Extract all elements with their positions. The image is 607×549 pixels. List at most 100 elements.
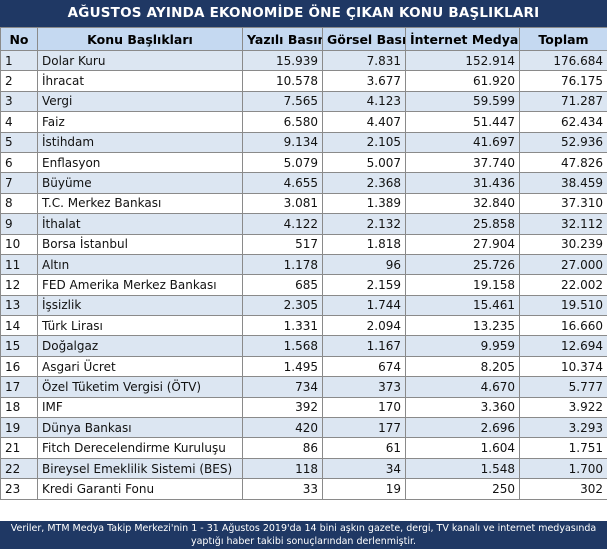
table-body: 1 Dolar Kuru 15.939 7.831 152.914 176.684 2 İhr… — [0, 49, 607, 500]
table-row: 14 Türk Lirası 1.331 2.094 13.235 16.660 — [0, 315, 607, 337]
table-row: 12 FED Amerika Merkez Bankası 685 2.159 19.1… — [0, 274, 607, 296]
table-row: 9 İthalat 4.122 2.132 25.858 32.112 — [0, 213, 607, 235]
count-cell: 15.939 — [242, 49, 323, 72]
topic-cell: Altın — [37, 253, 243, 276]
count-cell: 22.002 — [519, 274, 607, 296]
row-number: 4 — [0, 111, 38, 133]
count-cell: 517 — [242, 233, 323, 255]
count-cell: 4.407 — [322, 111, 406, 133]
count-cell: 6.580 — [242, 111, 323, 133]
count-cell: 27.904 — [405, 233, 520, 255]
count-cell: 16.660 — [519, 315, 607, 337]
row-number: 2 — [0, 70, 38, 92]
table-row: 22 Bireysel Emeklilik Sistemi (BES) 118 34 1… — [0, 457, 607, 480]
topic-cell: Faiz — [37, 111, 243, 133]
count-cell: 734 — [242, 376, 323, 398]
table-row: 1 Dolar Kuru 15.939 7.831 152.914 176.684 — [0, 49, 607, 72]
count-cell: 152.914 — [405, 49, 520, 72]
topic-cell: İstihdam — [37, 131, 243, 153]
topic-cell: Büyüme — [37, 172, 243, 194]
count-cell: 38.459 — [519, 172, 607, 194]
row-number: 5 — [0, 131, 38, 153]
topic-cell: Dolar Kuru — [37, 49, 243, 72]
count-cell: 1.700 — [519, 457, 607, 480]
table-row: 19 Dünya Bankası 420 177 2.696 3.293 — [0, 417, 607, 439]
row-number: 15 — [0, 335, 38, 357]
table-row: 3 Vergi 7.565 4.123 59.599 71.287 — [0, 90, 607, 113]
table-row: 21 Fitch Derecelendirme Kuruluşu 86 61 1.604… — [0, 437, 607, 459]
table-row: 6 Enflasyon 5.079 5.007 37.740 47.826 — [0, 151, 607, 174]
count-cell: 420 — [242, 417, 323, 439]
table-row: 7 Büyüme 4.655 2.368 31.436 38.459 — [0, 172, 607, 194]
column-header: Görsel Basın — [322, 27, 406, 51]
count-cell: 51.447 — [405, 111, 520, 133]
count-cell: 118 — [242, 457, 323, 480]
count-cell: 33 — [242, 478, 323, 500]
count-cell: 170 — [322, 396, 406, 419]
row-number: 12 — [0, 274, 38, 296]
count-cell: 2.696 — [405, 417, 520, 439]
column-header: Toplam — [519, 27, 607, 51]
count-cell: 3.677 — [322, 70, 406, 92]
topic-cell: İthalat — [37, 213, 243, 235]
table-row: 10 Borsa İstanbul 517 1.818 27.904 30.239 — [0, 233, 607, 255]
topic-cell: Kredi Garanti Fonu — [37, 478, 243, 500]
count-cell: 71.287 — [519, 90, 607, 113]
count-cell: 52.936 — [519, 131, 607, 153]
count-cell: 2.305 — [242, 294, 323, 317]
table-row: 5 İstihdam 9.134 2.105 41.697 52.936 — [0, 131, 607, 153]
row-number: 14 — [0, 315, 38, 337]
row-number: 22 — [0, 457, 38, 480]
count-cell: 1.568 — [242, 335, 323, 357]
table-row: 16 Asgari Ücret 1.495 674 8.205 10.374 — [0, 355, 607, 378]
row-number: 23 — [0, 478, 38, 500]
row-number: 1 — [0, 49, 38, 72]
row-number: 19 — [0, 417, 38, 439]
count-cell: 1.604 — [405, 437, 520, 459]
row-number: 21 — [0, 437, 38, 459]
topic-cell: Türk Lirası — [37, 315, 243, 337]
count-cell: 12.694 — [519, 335, 607, 357]
topic-cell: Asgari Ücret — [37, 355, 243, 378]
count-cell: 4.123 — [322, 90, 406, 113]
row-number: 6 — [0, 151, 38, 174]
topic-cell: Bireysel Emeklilik Sistemi (BES) — [37, 457, 243, 480]
row-number: 11 — [0, 253, 38, 276]
count-cell: 9.134 — [242, 131, 323, 153]
count-cell: 62.434 — [519, 111, 607, 133]
column-header: Konu Başlıkları — [37, 27, 243, 51]
row-number: 17 — [0, 376, 38, 398]
column-header: No — [0, 27, 38, 51]
count-cell: 41.697 — [405, 131, 520, 153]
count-cell: 5.079 — [242, 151, 323, 174]
row-number: 16 — [0, 355, 38, 378]
count-cell: 37.740 — [405, 151, 520, 174]
count-cell: 3.081 — [242, 192, 323, 215]
topic-cell: FED Amerika Merkez Bankası — [37, 274, 243, 296]
row-number: 8 — [0, 192, 38, 215]
count-cell: 674 — [322, 355, 406, 378]
count-cell: 32.840 — [405, 192, 520, 215]
count-cell: 685 — [242, 274, 323, 296]
column-header: Yazılı Basın — [242, 27, 323, 51]
count-cell: 76.175 — [519, 70, 607, 92]
topic-cell: Doğalgaz — [37, 335, 243, 357]
count-cell: 2.159 — [322, 274, 406, 296]
count-cell: 392 — [242, 396, 323, 419]
count-cell: 61 — [322, 437, 406, 459]
topic-cell: İhracat — [37, 70, 243, 92]
count-cell: 34 — [322, 457, 406, 480]
topic-cell: Enflasyon — [37, 151, 243, 174]
count-cell: 302 — [519, 478, 607, 500]
topic-cell: IMF — [37, 396, 243, 419]
title: AĞUSTOS AYINDA EKONOMİDE ÖNE ÇIKAN KONU … — [0, 0, 607, 27]
count-cell: 373 — [322, 376, 406, 398]
count-cell: 2.105 — [322, 131, 406, 153]
count-cell: 31.436 — [405, 172, 520, 194]
count-cell: 7.565 — [242, 90, 323, 113]
topic-cell: İşsizlik — [37, 294, 243, 317]
count-cell: 10.578 — [242, 70, 323, 92]
count-cell: 19.158 — [405, 274, 520, 296]
